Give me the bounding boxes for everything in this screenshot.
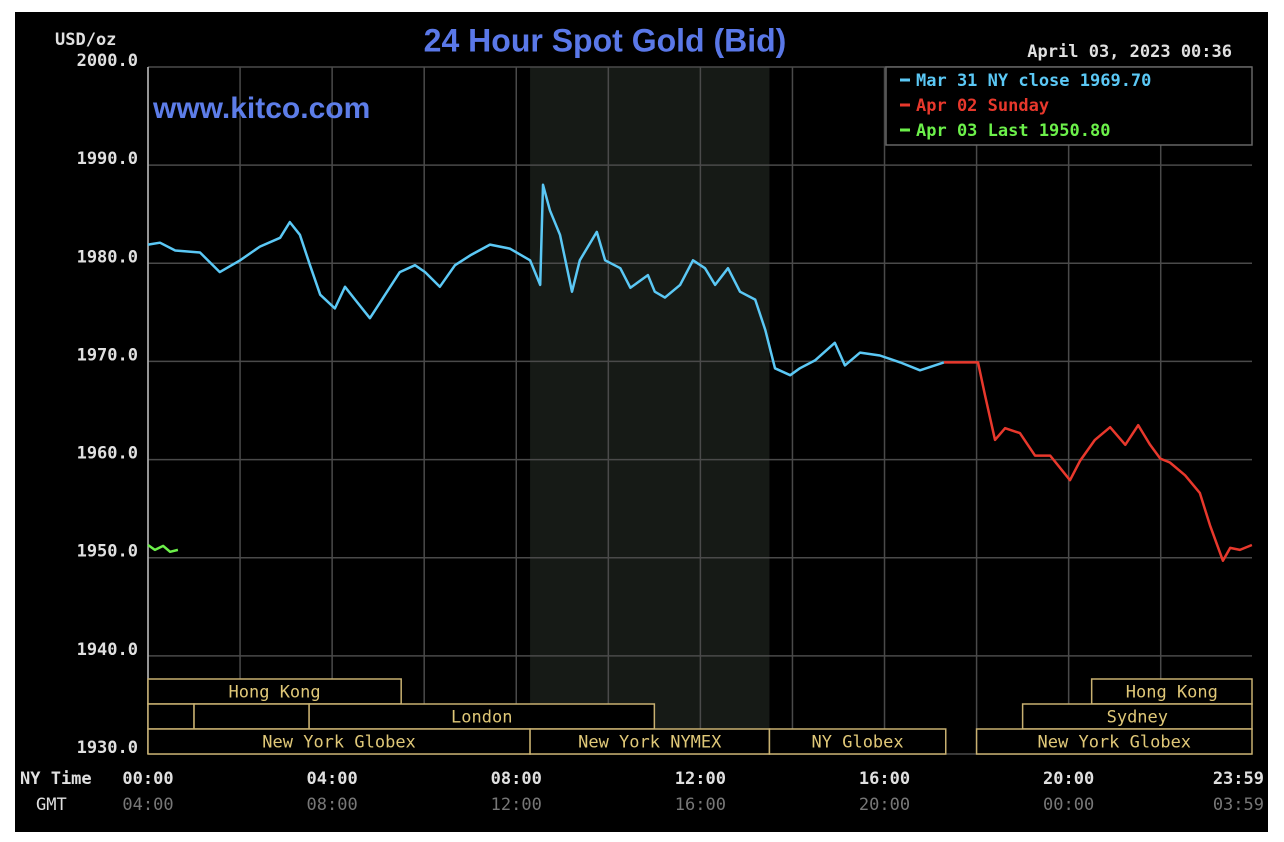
x-row-label: NY Time xyxy=(20,769,92,789)
x-tick-label: 16:00 xyxy=(859,769,910,789)
y-tick-label: 1930.0 xyxy=(77,738,138,758)
session-label: New York NYMEX xyxy=(578,733,722,753)
price-line xyxy=(147,543,179,554)
plot: 1930.0 1940.0 1950.0 1960.0 1970.0 1980.0 1990… xyxy=(77,51,1264,815)
session-box xyxy=(1090,678,1253,705)
session-label: Sydney xyxy=(1107,708,1168,728)
gmt-tick-label: 03:59 xyxy=(1213,795,1264,815)
session-label: New York Globex xyxy=(1038,733,1192,753)
x-tick-label: 12:00 xyxy=(675,769,726,789)
x-tick-label: 04:00 xyxy=(307,769,358,789)
gmt-tick-label: 20:00 xyxy=(859,795,910,815)
gmt-tick-label: 16:00 xyxy=(675,795,726,815)
x-tick-label: 23:59 xyxy=(1213,769,1264,789)
session-box xyxy=(529,728,771,755)
y-tick-label: 1980.0 xyxy=(77,247,138,267)
legend-label: Apr 03 Last 1950.80 xyxy=(916,121,1110,141)
y-tick-label: 1960.0 xyxy=(77,444,138,464)
legend-box xyxy=(885,66,1253,146)
price-line xyxy=(943,361,1253,562)
session-label: Hong Kong xyxy=(229,683,321,703)
session-label: London xyxy=(451,708,512,728)
x-tick-label: 20:00 xyxy=(1043,769,1094,789)
legend-label: Apr 02 Sunday xyxy=(916,96,1049,116)
price-line xyxy=(147,183,945,377)
y-tick-label: 1940.0 xyxy=(77,640,138,660)
chart-title: 24 Hour Spot Gold (Bid) xyxy=(424,22,787,58)
y-tick-label: 1970.0 xyxy=(77,345,138,365)
session-box xyxy=(193,703,310,730)
gmt-tick-label: 08:00 xyxy=(307,795,358,815)
y-axis-label: USD/oz xyxy=(55,30,116,50)
gmt-tick-label: 04:00 xyxy=(122,795,173,815)
gmt-tick-label: 00:00 xyxy=(1043,795,1094,815)
gmt-tick-label: 12:00 xyxy=(491,795,542,815)
x-tick-label: 08:00 xyxy=(491,769,542,789)
x-tick-label: 00:00 xyxy=(122,769,173,789)
session-box xyxy=(147,703,195,730)
session-box xyxy=(308,703,656,730)
session-box xyxy=(975,728,1253,755)
y-tick-label: 2000.0 xyxy=(77,51,138,71)
date: April 03, 2023 00:36 xyxy=(1027,42,1232,62)
session-label: NY Globex xyxy=(812,733,904,753)
y-tick-label: 1950.0 xyxy=(77,542,138,562)
session-box xyxy=(1021,703,1253,730)
session-label: Hong Kong xyxy=(1126,683,1218,703)
session-label: New York Globex xyxy=(262,733,416,753)
watermark: www.kitco.com xyxy=(152,92,370,125)
x-row-label: GMT xyxy=(36,795,67,815)
legend-label: Mar 31 NY close 1969.70 xyxy=(916,71,1151,91)
y-tick-label: 1990.0 xyxy=(77,149,138,169)
session-box xyxy=(147,728,531,755)
session-highlight xyxy=(530,67,770,754)
session-box xyxy=(147,678,402,705)
session-box xyxy=(768,728,947,755)
